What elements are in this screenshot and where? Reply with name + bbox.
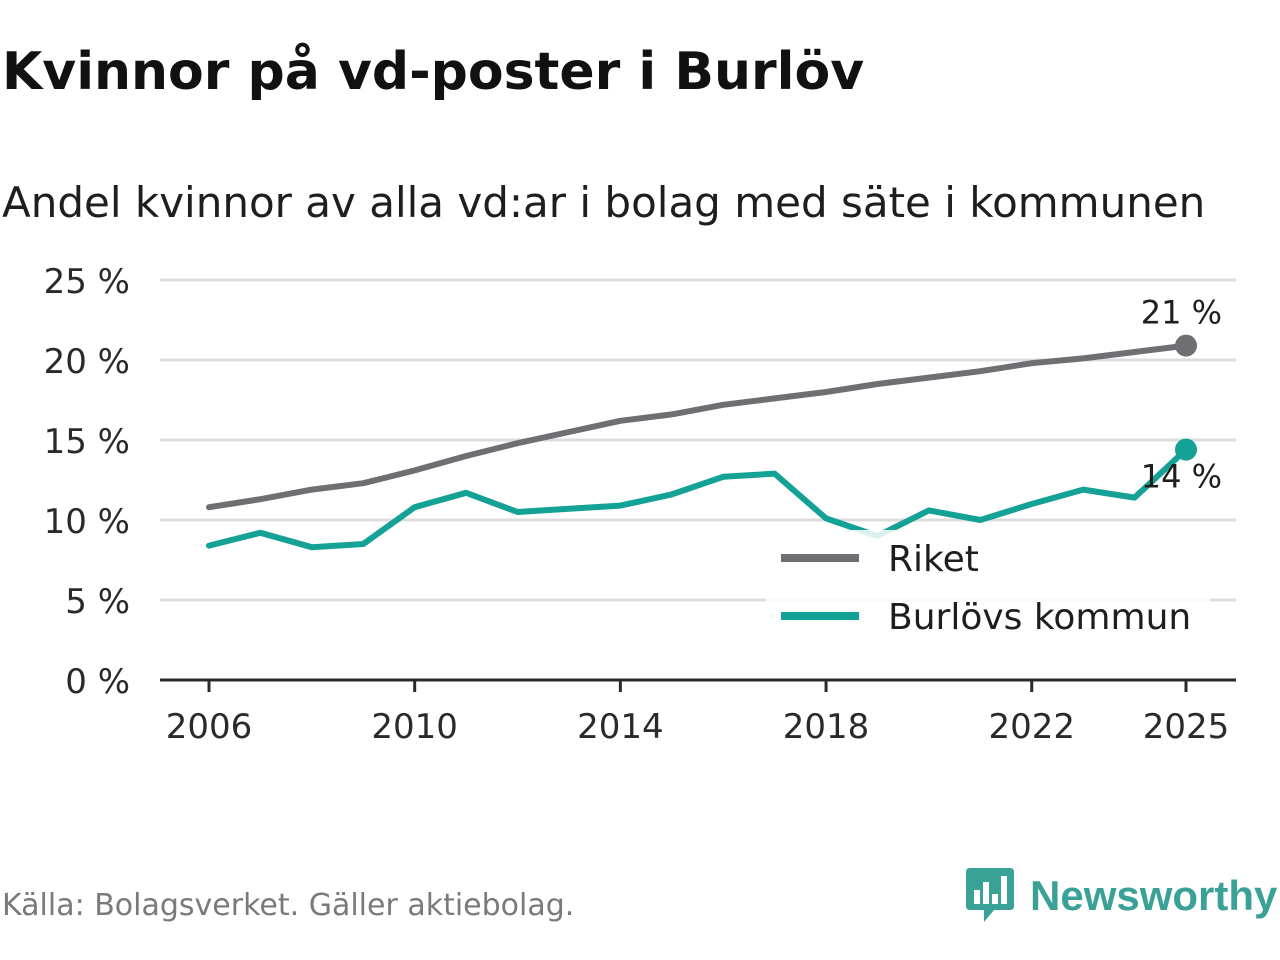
y-tick-label: 5 % [65,582,130,622]
y-tick-label: 0 % [65,662,130,702]
legend-label: Burlövs kommun [888,597,1191,638]
x-tick-label: 2014 [577,707,664,747]
axes: 0 % 5 % 10 % 15 % 20 % 25 % 2006 2010 2014 2018 20… [44,262,1236,747]
brand-name: Newsworthy [1030,872,1278,919]
end-label-riket: 21 % [1141,294,1222,332]
chart-subtitle: Andel kvinnor av alla vd:ar i bolag med … [2,178,1206,227]
series-lines [206,334,1197,551]
x-tick-label: 2025 [1143,707,1230,747]
end-label-burlov: 14 % [1141,458,1222,496]
newsworthy-bars-icon [966,868,1014,922]
end-labels: 21 % 14 % [1141,294,1222,496]
legend: Riket Burlövs kommun [766,530,1210,654]
legend-label: Riket [888,539,979,580]
y-tick-label: 20 % [44,342,130,382]
series-end-marker-0 [1175,334,1197,357]
newsworthy-logo: Newsworthy [964,866,1277,926]
x-tick-label: 2018 [783,707,870,747]
series-end-marker-1 [1175,438,1197,461]
x-tick-label: 2006 [166,707,253,747]
chart-title: Kvinnor på vd-poster i Burlöv [2,42,865,102]
series-line-1 [206,446,1189,551]
legend-background [766,530,1210,654]
y-tick-label: 15 % [44,422,130,462]
series-line-0 [206,342,1189,511]
x-tick-label: 2022 [988,707,1075,747]
y-tick-label: 10 % [44,502,130,542]
source-note: Källa: Bolagsverket. Gäller aktiebolag. [2,888,575,923]
y-tick-label: 25 % [44,262,130,302]
x-tick-label: 2010 [371,707,458,747]
